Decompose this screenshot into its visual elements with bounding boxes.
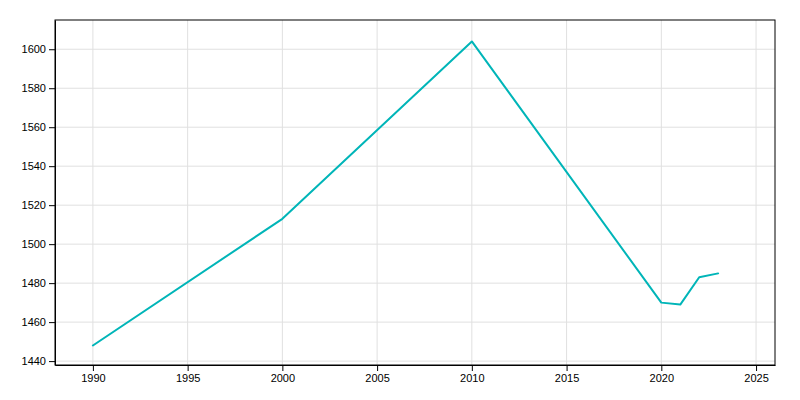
x-tick-mark — [661, 365, 662, 371]
y-tick-mark — [49, 49, 55, 50]
x-tick-mark — [472, 365, 473, 371]
x-tick-label: 2000 — [271, 372, 295, 384]
x-tick: 2005 — [365, 365, 389, 384]
x-tick: 2000 — [271, 365, 295, 384]
y-tick-label: 1600 — [22, 43, 46, 55]
y-tick-label: 1480 — [22, 277, 46, 289]
line — [93, 41, 718, 345]
grid-line-x — [756, 20, 757, 365]
y-tick: 1560 — [22, 121, 55, 133]
y-tick-label: 1440 — [22, 355, 46, 367]
grid-line-y — [55, 244, 775, 245]
x-tick: 2025 — [744, 365, 768, 384]
y-tick: 1460 — [22, 316, 55, 328]
grid-line-y — [55, 49, 775, 50]
x-tick-mark — [756, 365, 757, 371]
x-tick-mark — [282, 365, 283, 371]
grid-line-x — [282, 20, 283, 365]
x-tick-label: 1995 — [176, 372, 200, 384]
x-tick-mark — [93, 365, 94, 371]
x-tick-mark — [567, 365, 568, 371]
marks — [93, 41, 718, 345]
plot-frame — [55, 20, 775, 365]
y-tick: 1440 — [22, 355, 55, 367]
y-tick-mark — [49, 361, 55, 362]
grid-line-y — [55, 88, 775, 89]
grid-line-x — [471, 20, 472, 365]
x-tick-label: 1990 — [81, 372, 105, 384]
y-tick: 1520 — [22, 199, 55, 211]
grid-line-y — [55, 361, 775, 362]
y-tick: 1500 — [22, 238, 55, 250]
x-tick: 2020 — [650, 365, 674, 384]
x-tick-label: 2025 — [744, 372, 768, 384]
grid-line-y — [55, 322, 775, 323]
x-tick-label: 2020 — [650, 372, 674, 384]
grid-line-y — [55, 205, 775, 206]
grid-line-x — [566, 20, 567, 365]
y-tick: 1480 — [22, 277, 55, 289]
plot: 1990 1995 2000 2005 2010 2015 2020 2025 1440 1460… — [22, 20, 776, 384]
x-tick: 2010 — [460, 365, 484, 384]
y-tick: 1580 — [22, 82, 55, 94]
y-tick-label: 1560 — [22, 121, 46, 133]
y-tick-label: 1520 — [22, 199, 46, 211]
chart: 1990 1995 2000 2005 2010 2015 2020 2025 1440 1460… — [0, 0, 800, 400]
y-tick-mark — [49, 322, 55, 323]
y-tick: 1600 — [22, 43, 55, 55]
y-tick-mark — [49, 166, 55, 167]
x-tick-mark — [377, 365, 378, 371]
x-tick-label: 2005 — [365, 372, 389, 384]
grid-line-x — [377, 20, 378, 365]
grid-line-x — [92, 20, 93, 365]
grid — [55, 20, 775, 365]
y-tick-mark — [49, 283, 55, 284]
y-tick-mark — [49, 88, 55, 89]
grid-line-y — [55, 127, 775, 128]
x-tick: 2015 — [555, 365, 579, 384]
x-tick: 1990 — [81, 365, 105, 384]
x-tick-mark — [188, 365, 189, 371]
x-tick-label: 2010 — [460, 372, 484, 384]
y-tick-mark — [49, 127, 55, 128]
y-tick-mark — [49, 205, 55, 206]
grid-line-x — [661, 20, 662, 365]
y-tick-label: 1540 — [22, 160, 46, 172]
x-axis: 1990 1995 2000 2005 2010 2015 2020 2025 — [56, 365, 776, 384]
y-tick-mark — [49, 244, 55, 245]
x-tick: 1995 — [176, 365, 200, 384]
y-tick: 1540 — [22, 160, 55, 172]
grid-line-y — [55, 166, 775, 167]
y-tick-label: 1460 — [22, 316, 46, 328]
x-tick-label: 2015 — [555, 372, 579, 384]
y-tick-label: 1500 — [22, 238, 46, 250]
y-tick-label: 1580 — [22, 82, 46, 94]
grid-line-x — [187, 20, 188, 365]
y-axis: 1440 1460 1480 1500 1520 1540 1560 1580 1600 — [22, 21, 56, 368]
grid-line-y — [55, 283, 775, 284]
